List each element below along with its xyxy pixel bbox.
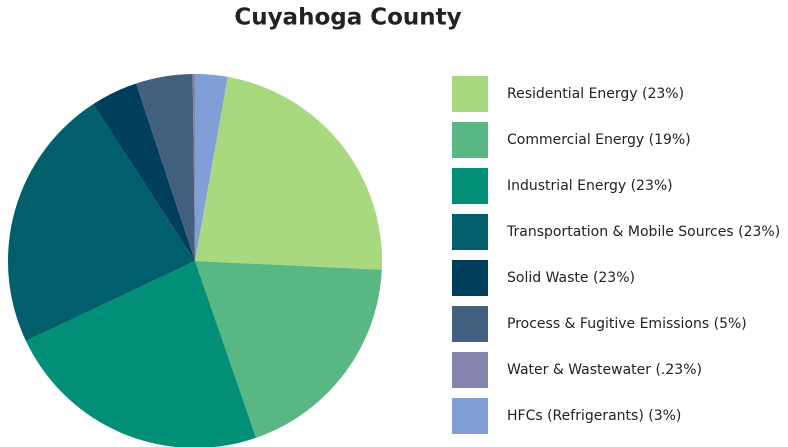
legend-swatch bbox=[452, 168, 488, 204]
legend-label: Solid Waste (23%) bbox=[507, 270, 635, 286]
legend-label: Transportation & Mobile Sources (23%) bbox=[506, 224, 780, 240]
pie-slice bbox=[136, 74, 195, 261]
legend-label: Process & Fugitive Emissions (5%) bbox=[507, 316, 747, 332]
legend-swatch bbox=[452, 352, 488, 388]
legend-label: Water & Wastewater (.23%) bbox=[507, 362, 702, 378]
pie-slice bbox=[93, 83, 195, 261]
legend-swatch bbox=[452, 76, 488, 112]
legend-label: Residential Energy (23%) bbox=[507, 86, 684, 102]
legend-swatch bbox=[452, 260, 488, 296]
legend-swatch bbox=[452, 122, 488, 158]
pie-slice bbox=[195, 76, 382, 270]
legend-swatch bbox=[452, 306, 488, 342]
legend-label: Commercial Energy (19%) bbox=[507, 132, 691, 148]
chart-title: Cuyahoga County bbox=[234, 5, 461, 31]
pie-slice bbox=[195, 261, 382, 438]
pie-slice bbox=[195, 74, 228, 261]
pie-slice bbox=[25, 261, 257, 447]
pie-slice bbox=[7, 104, 195, 342]
legend-label: Industrial Energy (23%) bbox=[507, 178, 673, 194]
legend-label: HFCs (Refrigerants) (3%) bbox=[507, 408, 681, 424]
legend-swatch bbox=[452, 398, 488, 434]
pie-slice bbox=[192, 74, 195, 261]
legend-swatch bbox=[452, 214, 488, 250]
